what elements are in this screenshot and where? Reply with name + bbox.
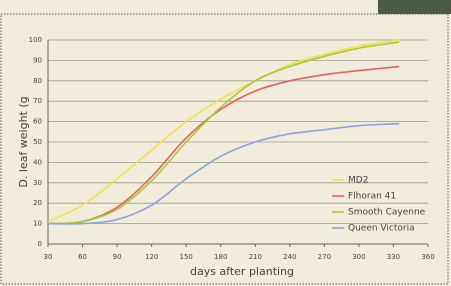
legend-label: MD2 [348,176,368,186]
x-tick-label: 90 [113,253,122,261]
y-tick-label: 100 [29,36,42,44]
x-tick-label: 270 [318,253,331,261]
y-tick-label: 10 [33,220,42,228]
x-tick-label: 30 [44,253,53,261]
y-axis-label: D. leaf weight (g [17,96,30,187]
legend-label: Queen Victoria [348,224,415,234]
page: days after planting D. leaf weight (g 0 1… [0,0,451,286]
x-axis-label: days after planting [190,265,294,278]
x-tick-label: 210 [249,253,262,261]
x-tick-label: 300 [352,253,365,261]
x-tick-label: 240 [283,253,296,261]
y-tick-label: 60 [33,118,42,126]
x-tick-label: 60 [78,253,87,261]
y-tick-label: 70 [33,97,42,105]
y-tick-label: 20 [33,199,42,207]
photo-fragment [378,0,451,14]
x-tick-label: 120 [145,253,158,261]
y-tick-label: 30 [33,179,42,187]
chart: days after planting D. leaf weight (g 0 1… [0,0,451,286]
legend-label: Smooth Cayenne [348,208,426,218]
legend-label: Flhoran 41 [348,192,396,202]
x-tick-label: 360 [421,253,434,261]
y-tick-label: 0 [38,240,42,248]
y-tick-label: 50 [33,138,42,146]
x-tick-label: 150 [179,253,192,261]
y-tick-label: 90 [33,56,42,64]
x-tick-label: 180 [214,253,227,261]
x-tick-label: 330 [387,253,400,261]
y-tick-label: 40 [33,158,42,166]
y-tick-label: 80 [33,77,42,85]
